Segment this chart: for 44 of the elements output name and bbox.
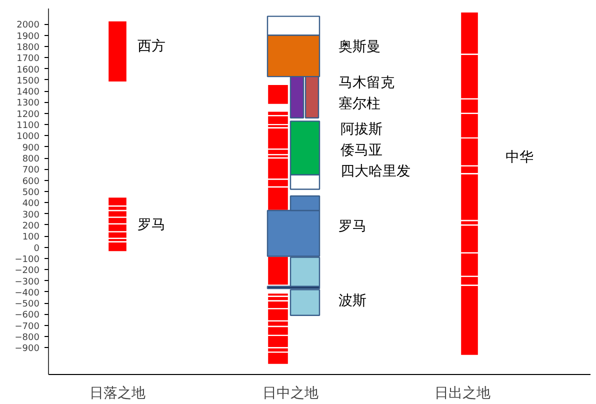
y-tick-label: −500 xyxy=(14,300,40,310)
annotation: 罗马 xyxy=(138,216,166,233)
y-tick-label: −900 xyxy=(14,344,40,354)
y-tick-label: 1800 xyxy=(16,42,40,53)
y-tick-label: 1400 xyxy=(16,88,40,98)
y-tick-label: −600 xyxy=(14,310,40,321)
y-tick-label: 900 xyxy=(22,143,40,154)
annotation: 波斯 xyxy=(338,293,366,310)
y-tick-label: 400 xyxy=(22,199,40,210)
annotation: 奥斯曼 xyxy=(338,38,380,55)
y-tick-label: 700 xyxy=(22,166,40,176)
y-tick-label: −300 xyxy=(14,277,40,288)
x-tick-label: 日出之地 xyxy=(434,386,490,402)
annotation: 中华 xyxy=(506,150,534,166)
annotation: 罗马 xyxy=(338,218,366,234)
y-tick-label: 500 xyxy=(22,188,40,198)
y-tick-label: −100 xyxy=(14,254,40,265)
y-tick-label: 1200 xyxy=(16,110,40,120)
annotation: 倭马亚 xyxy=(340,142,382,159)
annotation: 四大哈里发 xyxy=(340,164,410,180)
y-tick-label: 1300 xyxy=(16,98,40,109)
y-tick-label: 1100 xyxy=(16,121,40,132)
y-tick-label: 0 xyxy=(34,244,40,254)
y-tick-label: −200 xyxy=(14,266,40,276)
y-tick-label: 1700 xyxy=(16,54,40,64)
y-tick-label: 300 xyxy=(22,210,40,220)
y-tick-label: 800 xyxy=(22,154,40,165)
y-tick-label: 100 xyxy=(22,232,40,243)
y-tick-label: 600 xyxy=(22,176,40,187)
x-tick-label: 日落之地 xyxy=(90,386,146,402)
y-tick-label: 1500 xyxy=(16,76,40,86)
y-tick-label: 1900 xyxy=(16,32,40,42)
annotation: 塞尔柱 xyxy=(338,96,380,112)
y-tick-label: −700 xyxy=(14,322,40,332)
y-tick-label: 200 xyxy=(22,221,40,232)
y-tick-label: 1600 xyxy=(16,65,40,76)
annotation: 马木留克 xyxy=(338,74,394,91)
y-tick-label: −800 xyxy=(14,333,40,344)
annotation: 西方 xyxy=(138,38,166,54)
y-tick-label: −400 xyxy=(14,288,40,298)
x-tick-label: 日中之地 xyxy=(262,386,318,402)
annotation: 阿拔斯 xyxy=(340,122,382,138)
y-tick-label: 2000 xyxy=(16,20,40,31)
y-tick-label: 1000 xyxy=(16,132,40,142)
